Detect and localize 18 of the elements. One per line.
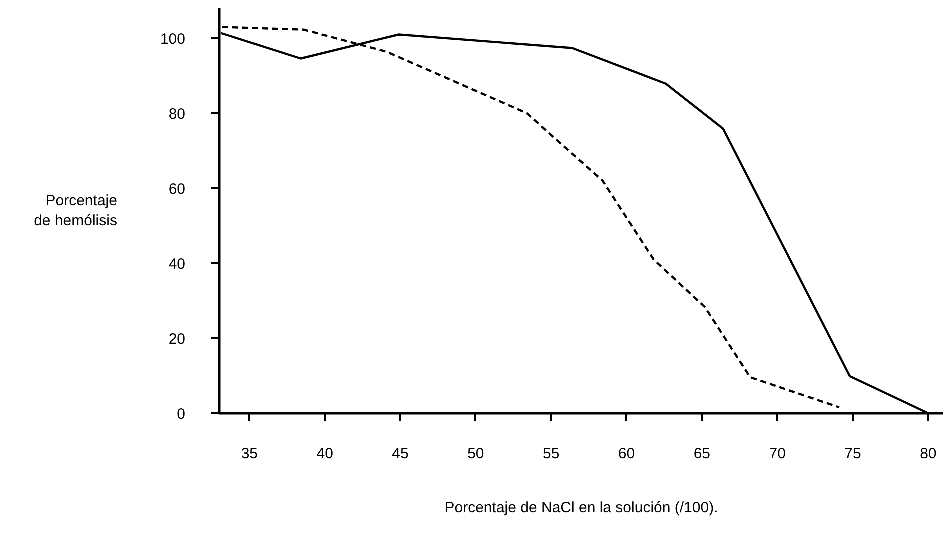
y-tick-label: 100	[160, 31, 186, 48]
y-tick-label: 20	[168, 331, 186, 348]
x-tick-label: 50	[468, 446, 484, 462]
x-tick-label: 75	[844, 446, 862, 462]
y-tick-label: 40	[168, 256, 186, 273]
x-tick-label: 55	[542, 446, 560, 462]
x-tick-label: 45	[392, 446, 409, 462]
y-tick-label: 0	[177, 406, 186, 423]
x-tick-label: 70	[769, 446, 786, 462]
x-axis-title: Porcentaje de NaCl en la solución (/100).	[444, 500, 718, 516]
y-axis-title: Porcentaje de hemólisis	[34, 192, 118, 230]
y-tick-label: 60	[168, 181, 186, 198]
y-tick-label: 80	[168, 106, 186, 123]
x-tick-label: 35	[241, 446, 258, 462]
x-tick-label: 80	[920, 446, 937, 462]
x-tick-label: 65	[694, 446, 711, 462]
x-tick-label: 60	[618, 446, 636, 462]
x-tick-label: 40	[316, 446, 334, 462]
